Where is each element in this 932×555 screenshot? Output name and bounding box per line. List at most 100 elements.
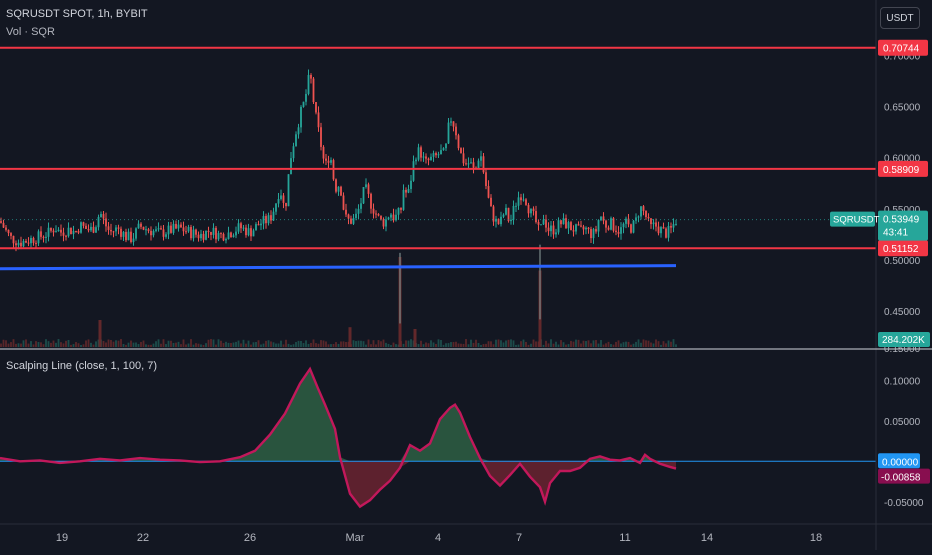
volume-bar	[140, 341, 142, 347]
candle-body	[60, 229, 62, 233]
volume-bar	[202, 344, 205, 347]
volume-bar	[237, 340, 240, 347]
volume-bar	[595, 340, 597, 347]
volume-bar	[207, 339, 210, 347]
candle-body	[575, 224, 577, 232]
candle-body	[607, 227, 610, 230]
candle-body	[647, 217, 650, 219]
candle-body	[370, 193, 372, 209]
volume-bar	[127, 342, 130, 347]
candle-body	[312, 78, 315, 103]
candle-body	[655, 222, 657, 227]
candle-body	[97, 216, 100, 228]
candle-body	[215, 227, 217, 240]
currency-button[interactable]: USDT	[880, 7, 920, 29]
candle-body	[352, 218, 355, 224]
symbol-tag: SQRUSDT	[833, 215, 880, 226]
candle-body	[662, 227, 665, 229]
volume-bar	[652, 343, 655, 347]
candle-body	[470, 162, 472, 164]
candle-body	[382, 219, 385, 227]
volume-bar	[215, 344, 217, 347]
volume-bar	[172, 342, 175, 347]
candle-body	[62, 232, 65, 236]
candle-body	[157, 228, 160, 230]
candle-body	[527, 204, 530, 214]
volume-bar	[625, 341, 627, 347]
volume-bar	[542, 344, 545, 347]
volume-bar	[320, 340, 322, 347]
candle-body	[302, 101, 305, 107]
x-tick-label: 19	[56, 532, 68, 544]
volume-bar	[382, 339, 385, 347]
volume-bar	[235, 341, 237, 347]
candle-body	[532, 208, 535, 212]
candle-body	[132, 238, 135, 243]
x-tick-label: 14	[701, 532, 713, 544]
candle-body	[627, 218, 630, 225]
candle-body	[240, 223, 242, 229]
volume-bar	[102, 340, 105, 347]
volume-bar	[150, 344, 152, 347]
candle-body	[185, 231, 187, 233]
volume-bar	[285, 339, 287, 347]
candle-body	[585, 227, 587, 230]
volume-bar	[525, 341, 527, 347]
volume-bar	[375, 344, 377, 347]
volume-bar	[20, 343, 22, 347]
candle-body	[25, 240, 27, 243]
candle-body	[407, 188, 410, 193]
candle-body	[292, 146, 295, 159]
candle-body	[210, 231, 212, 235]
volume-bar	[655, 339, 657, 347]
candle-body	[500, 216, 502, 225]
volume-bar	[670, 341, 672, 347]
volume-bar	[197, 343, 200, 347]
volume-bar	[280, 340, 282, 347]
candle-body	[322, 146, 325, 159]
volume-bar	[590, 343, 592, 347]
level-label: 0.58909	[883, 165, 920, 176]
volume-bar	[217, 339, 220, 347]
volume-bar	[262, 343, 265, 347]
volume-label-bg	[878, 332, 930, 347]
volume-bar	[332, 344, 335, 347]
volume-bar	[470, 339, 472, 347]
volume-bar	[220, 340, 222, 347]
candle-body	[192, 229, 195, 239]
volume-bar	[495, 339, 497, 347]
candle-body	[325, 158, 327, 161]
volume-bar	[572, 341, 575, 347]
volume-bar	[545, 340, 547, 347]
volume-bar	[297, 340, 300, 347]
volume-label: 284.202K	[882, 335, 925, 346]
candle-body	[65, 235, 67, 237]
volume-bar	[30, 341, 32, 347]
volume-bar	[55, 342, 57, 347]
candle-body	[275, 203, 277, 212]
horizontal-levels[interactable]	[0, 46, 876, 271]
candle-body	[22, 240, 25, 247]
volume-bar	[310, 342, 312, 347]
volume-bar	[532, 339, 535, 347]
volume-bar	[385, 342, 387, 347]
candle-body	[495, 218, 497, 222]
volume-bar	[675, 344, 677, 347]
volume-bar	[372, 340, 375, 347]
candle-body	[150, 230, 152, 236]
volume-bar	[260, 344, 262, 347]
candle-body	[135, 228, 137, 239]
volume-bar	[227, 342, 230, 347]
candle-body	[222, 233, 225, 241]
volume-bar	[645, 340, 647, 347]
volume-bar	[585, 341, 587, 347]
candle-body	[280, 195, 282, 199]
candle-body	[217, 233, 220, 240]
candle-body	[175, 223, 177, 229]
candle-body	[112, 231, 115, 233]
volume-bar	[380, 341, 382, 347]
volume-bar	[377, 340, 380, 347]
